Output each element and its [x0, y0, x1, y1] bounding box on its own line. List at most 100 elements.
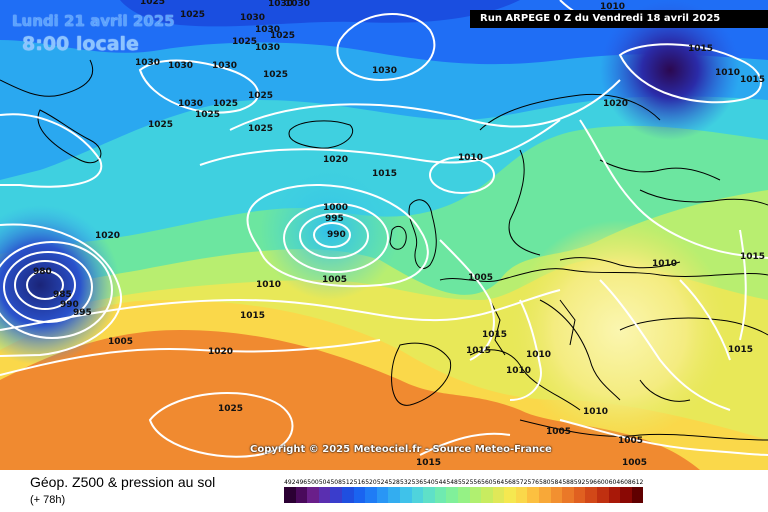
- legend-item: 596: [585, 478, 598, 503]
- pressure-label: 1010: [600, 2, 625, 12]
- legend-swatch: [457, 487, 470, 503]
- legend-label: 604: [608, 479, 621, 486]
- pressure-label: 990: [60, 300, 79, 310]
- forecast-range: (+ 78h): [30, 494, 66, 506]
- legend-item: 544: [434, 478, 447, 503]
- legend-item: 536: [411, 478, 424, 503]
- legend-item: 512: [341, 478, 354, 503]
- pressure-label: 1020: [323, 155, 348, 165]
- pressure-label: 1025: [195, 110, 220, 120]
- pressure-label: 1010: [583, 407, 608, 417]
- legend-item: 576: [527, 478, 540, 503]
- legend-label: 544: [434, 479, 447, 486]
- pressure-label: 1030: [168, 61, 193, 71]
- legend-swatch: [423, 487, 435, 503]
- legend-item: 612: [631, 478, 644, 503]
- pressure-label: 1020: [603, 99, 628, 109]
- pressure-label: 1015: [240, 311, 265, 321]
- pressure-label: 1030: [240, 13, 265, 23]
- legend-label: 532: [400, 479, 412, 486]
- pressure-label: 1010: [506, 366, 531, 376]
- legend-swatch: [446, 487, 458, 503]
- legend-item: 560: [481, 478, 493, 503]
- pressure-label: 1030: [285, 0, 310, 9]
- pressure-label: 1005: [108, 337, 133, 347]
- legend-item: 532: [399, 478, 412, 503]
- pressure-label: 1015: [740, 75, 765, 85]
- legend-swatch: [527, 487, 540, 503]
- legend-label: 592: [573, 479, 586, 486]
- legend-label: 500: [307, 479, 319, 486]
- pressure-label: 1010: [715, 68, 740, 78]
- legend-label: 580: [539, 479, 551, 486]
- legend-item: 584: [550, 478, 563, 503]
- copyright-notice: Copyright © 2025 Meteociel.fr - Source M…: [250, 444, 552, 455]
- legend-item: 588: [562, 478, 574, 503]
- pressure-label: 1000: [323, 203, 348, 213]
- legend-item: 548: [446, 478, 458, 503]
- legend-item: 592: [573, 478, 586, 503]
- pressure-label: 1025: [232, 37, 257, 47]
- legend-label: 548: [446, 479, 458, 486]
- legend-item: 552: [457, 478, 470, 503]
- map-title: Géop. Z500 & pression au sol: [30, 474, 216, 490]
- pressure-label: 1025: [213, 99, 238, 109]
- legend-swatch: [504, 487, 516, 503]
- forecast-time: 8:00 locale: [22, 33, 139, 55]
- pressure-label: 1010: [526, 350, 551, 360]
- legend-label: 524: [376, 479, 389, 486]
- legend-swatch: [585, 487, 598, 503]
- legend-label: 520: [365, 479, 377, 486]
- legend-swatch: [515, 487, 528, 503]
- legend-label: 536: [411, 479, 424, 486]
- legend-swatch: [295, 487, 308, 503]
- legend-item: 568: [504, 478, 516, 503]
- pressure-label: 995: [325, 214, 344, 224]
- map-footer: Géop. Z500 & pression au sol (+ 78h) 492…: [0, 470, 768, 512]
- pressure-labels: 1025 1025 1030 1030 1030 1030 1025 1030 …: [33, 0, 765, 468]
- legend-item: 496: [295, 478, 308, 503]
- legend-swatch: [608, 487, 621, 503]
- pressure-label: 1025: [148, 120, 173, 130]
- pressure-label: 1015: [416, 458, 441, 468]
- legend-item: 516: [353, 478, 366, 503]
- pressure-label: 1015: [728, 345, 753, 355]
- pressure-label: 1005: [622, 458, 647, 468]
- legend-item: 500: [307, 478, 319, 503]
- pressure-label: 1025: [263, 70, 288, 80]
- legend-item: 608: [620, 478, 632, 503]
- legend-label: 572: [515, 479, 528, 486]
- legend-item: 524: [376, 478, 389, 503]
- legend-label: 584: [550, 479, 563, 486]
- legend-swatch: [562, 487, 574, 503]
- pressure-label: 1030: [212, 61, 237, 71]
- pressure-label: 1015: [688, 44, 713, 54]
- pressure-label: 1010: [458, 153, 483, 163]
- legend-item: 564: [492, 478, 505, 503]
- legend-label: 560: [481, 479, 493, 486]
- legend-swatch: [492, 487, 505, 503]
- pressure-label: 1005: [468, 273, 493, 283]
- legend-item: 520: [365, 478, 377, 503]
- legend-label: 508: [330, 479, 342, 486]
- pressure-label: 1010: [652, 259, 677, 269]
- legend-label: 492: [284, 479, 296, 486]
- legend-label: 516: [353, 479, 366, 486]
- pressure-label: 1010: [256, 280, 281, 290]
- legend-label: 608: [620, 479, 632, 486]
- pressure-label: 1005: [546, 427, 571, 437]
- weather-map: 1025 1025 1030 1030 1030 1030 1025 1030 …: [0, 0, 768, 470]
- pressure-label: 1030: [268, 0, 293, 9]
- legend-item: 604: [608, 478, 621, 503]
- legend-swatch: [597, 487, 609, 503]
- legend-item: 556: [469, 478, 482, 503]
- pressure-label: 1015: [466, 346, 491, 356]
- forecast-date: Lundi 21 avril 2025: [12, 12, 175, 30]
- pressure-label: 1030: [255, 43, 280, 53]
- pressure-label: 1025: [218, 404, 243, 414]
- pressure-label: 1015: [372, 169, 397, 179]
- color-scale-legend: 492 496 500 504 508 512 516 520 524 528 532 536 540 5…: [284, 478, 644, 503]
- legend-swatch: [365, 487, 377, 503]
- legend-swatch: [469, 487, 482, 503]
- legend-item: 504: [318, 478, 331, 503]
